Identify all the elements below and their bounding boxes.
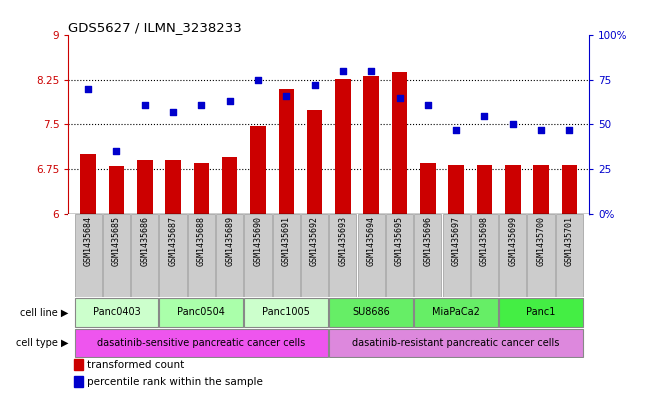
Text: GSM1435692: GSM1435692: [310, 216, 319, 266]
FancyBboxPatch shape: [329, 298, 413, 327]
FancyBboxPatch shape: [499, 214, 526, 297]
Text: Panc0403: Panc0403: [92, 307, 141, 318]
Bar: [279, 89, 294, 214]
Text: GSM1435698: GSM1435698: [480, 216, 489, 266]
FancyBboxPatch shape: [244, 298, 328, 327]
FancyBboxPatch shape: [103, 214, 130, 297]
Point: [168, 109, 178, 115]
Text: GSM1435690: GSM1435690: [253, 216, 262, 266]
Point: [338, 68, 348, 74]
FancyBboxPatch shape: [132, 214, 158, 297]
FancyBboxPatch shape: [75, 298, 158, 327]
FancyBboxPatch shape: [556, 214, 583, 297]
Text: cell type ▶: cell type ▶: [16, 338, 68, 348]
FancyBboxPatch shape: [527, 214, 555, 297]
Point: [83, 86, 93, 92]
Text: GSM1435694: GSM1435694: [367, 216, 376, 266]
Bar: [74, 376, 83, 387]
Point: [281, 93, 292, 99]
FancyBboxPatch shape: [499, 298, 583, 327]
Point: [395, 95, 405, 101]
Bar: [477, 165, 492, 214]
Text: GSM1435689: GSM1435689: [225, 216, 234, 266]
FancyBboxPatch shape: [329, 214, 357, 297]
Point: [366, 68, 376, 74]
Text: GSM1435697: GSM1435697: [452, 216, 461, 266]
Bar: [74, 359, 83, 370]
Point: [508, 121, 518, 128]
Text: transformed count: transformed count: [87, 360, 184, 370]
Bar: [250, 126, 266, 214]
Bar: [562, 165, 577, 214]
Bar: [392, 72, 408, 214]
Text: GSM1435688: GSM1435688: [197, 216, 206, 266]
Bar: [165, 160, 181, 214]
FancyBboxPatch shape: [75, 329, 328, 357]
Bar: [137, 160, 152, 214]
FancyBboxPatch shape: [414, 214, 441, 297]
FancyBboxPatch shape: [244, 214, 271, 297]
FancyBboxPatch shape: [443, 214, 470, 297]
Text: Panc1: Panc1: [527, 307, 556, 318]
FancyBboxPatch shape: [187, 214, 215, 297]
Text: GSM1435691: GSM1435691: [282, 216, 291, 266]
Bar: [363, 76, 379, 214]
Text: GSM1435701: GSM1435701: [565, 216, 574, 266]
Text: GSM1435695: GSM1435695: [395, 216, 404, 266]
Text: GSM1435684: GSM1435684: [84, 216, 92, 266]
FancyBboxPatch shape: [75, 214, 102, 297]
Bar: [193, 163, 209, 214]
Text: dasatinib-resistant pancreatic cancer cells: dasatinib-resistant pancreatic cancer ce…: [352, 338, 560, 348]
Bar: [307, 110, 322, 214]
Bar: [533, 165, 549, 214]
Bar: [505, 165, 521, 214]
Point: [139, 102, 150, 108]
Point: [225, 98, 235, 105]
Text: percentile rank within the sample: percentile rank within the sample: [87, 377, 262, 387]
FancyBboxPatch shape: [357, 214, 385, 297]
Text: GSM1435685: GSM1435685: [112, 216, 121, 266]
Text: dasatinib-sensitive pancreatic cancer cells: dasatinib-sensitive pancreatic cancer ce…: [97, 338, 305, 348]
Text: SU8686: SU8686: [352, 307, 390, 318]
Point: [422, 102, 433, 108]
Point: [479, 112, 490, 119]
FancyBboxPatch shape: [216, 214, 243, 297]
Text: Panc1005: Panc1005: [262, 307, 311, 318]
FancyBboxPatch shape: [329, 329, 583, 357]
Point: [196, 102, 206, 108]
FancyBboxPatch shape: [386, 214, 413, 297]
Text: GSM1435693: GSM1435693: [339, 216, 348, 266]
FancyBboxPatch shape: [159, 298, 243, 327]
Bar: [449, 165, 464, 214]
Point: [111, 148, 122, 154]
FancyBboxPatch shape: [414, 298, 498, 327]
FancyBboxPatch shape: [159, 214, 187, 297]
Text: MiaPaCa2: MiaPaCa2: [432, 307, 480, 318]
Text: GSM1435686: GSM1435686: [140, 216, 149, 266]
Text: GSM1435696: GSM1435696: [423, 216, 432, 266]
Bar: [335, 79, 351, 214]
FancyBboxPatch shape: [471, 214, 498, 297]
Bar: [80, 154, 96, 214]
Text: cell line ▶: cell line ▶: [20, 307, 68, 318]
Bar: [420, 163, 436, 214]
Text: GSM1435700: GSM1435700: [536, 216, 546, 266]
Text: GSM1435687: GSM1435687: [169, 216, 178, 266]
Point: [253, 77, 263, 83]
Bar: [222, 157, 238, 214]
Point: [309, 82, 320, 88]
Point: [564, 127, 575, 133]
Point: [536, 127, 546, 133]
Point: [451, 127, 462, 133]
Text: GSM1435699: GSM1435699: [508, 216, 518, 266]
FancyBboxPatch shape: [273, 214, 300, 297]
Text: GDS5627 / ILMN_3238233: GDS5627 / ILMN_3238233: [68, 21, 242, 34]
Bar: [109, 166, 124, 214]
FancyBboxPatch shape: [301, 214, 328, 297]
Text: Panc0504: Panc0504: [178, 307, 225, 318]
